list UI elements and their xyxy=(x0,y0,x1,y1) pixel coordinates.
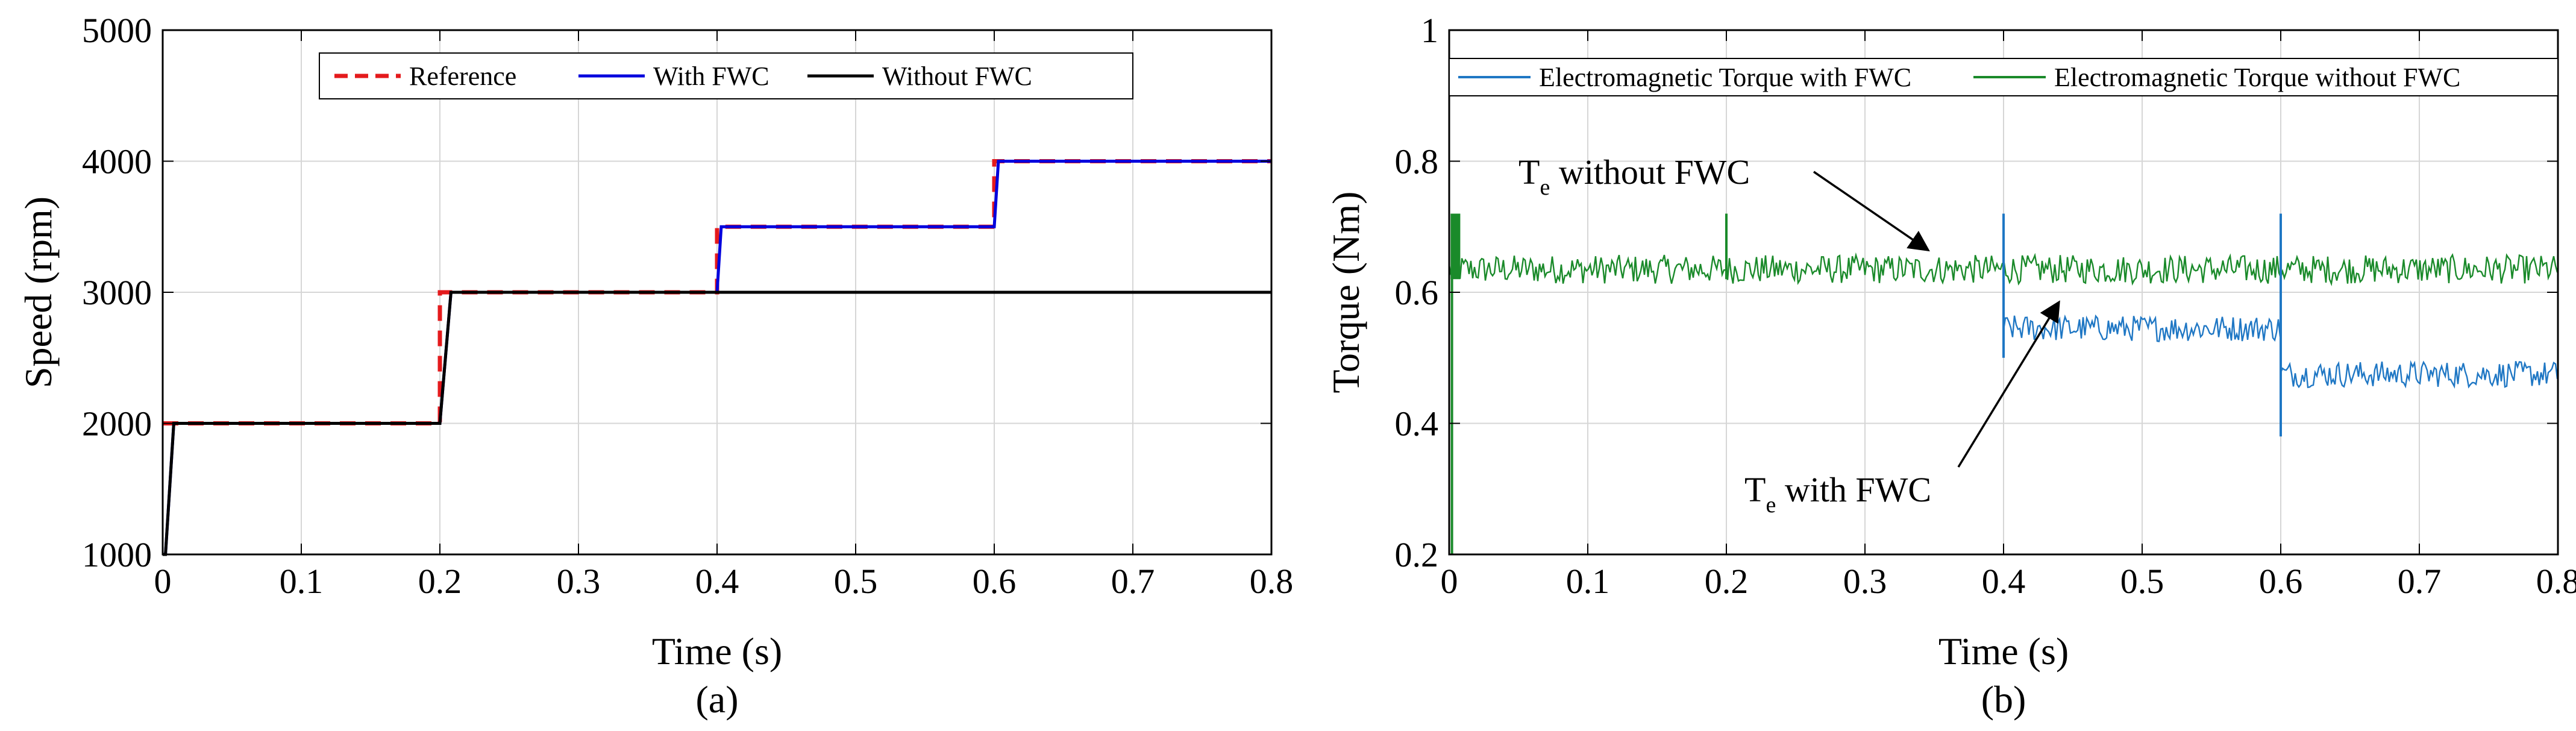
annotation-te-with-fwc: Te with FWC xyxy=(1744,470,1931,518)
y-tick-label: 1 xyxy=(1421,11,1438,50)
annotations-b: Te without FWC Te with FWC xyxy=(1518,152,2060,518)
legend-label: Reference xyxy=(409,61,516,91)
grid-b xyxy=(1449,30,2558,554)
legend-label: Without FWC xyxy=(882,61,1032,91)
x-tick-label: 0.6 xyxy=(973,562,1017,601)
x-tick-label: 0.3 xyxy=(1843,562,1887,601)
x-tick-label: 0.7 xyxy=(1111,562,1155,601)
ticks-b: 0 0.1 0.2 0.3 0.4 0.5 0.6 0.7 0.8 0.2 0.4 0.6 0.8 1 xyxy=(1395,11,2576,601)
y-tick-label: 0.2 xyxy=(1395,535,1439,574)
x-tick-label: 0.3 xyxy=(557,562,601,601)
legend-b: Electromagnetic Torque with FWC Electroma… xyxy=(1449,58,2559,96)
legend-box-a xyxy=(319,52,1133,99)
y-axis-title-a: Speed (rpm) xyxy=(17,196,60,388)
legend-label: Electromagnetic Torque without FWC xyxy=(2054,63,2460,92)
legend-a: Reference With FWC Without FWC xyxy=(319,52,1133,99)
caption-b: (b) xyxy=(1981,678,2026,721)
x-tick-label: 0.2 xyxy=(418,562,462,601)
x-tick-label: 0.8 xyxy=(1250,562,1294,601)
x-tick-label: 0.5 xyxy=(834,562,878,601)
y-tick-label: 4000 xyxy=(82,142,152,181)
annotation-te-without-fwc: Te without FWC xyxy=(1518,152,1750,200)
x-tick-label: 0 xyxy=(1441,562,1458,601)
y-tick-label: 0.8 xyxy=(1395,142,1439,181)
annotation-arrow-with-fwc xyxy=(1957,300,2060,468)
y-tick-label: 0.4 xyxy=(1395,404,1439,444)
panel-a-speed-chart: 0 0.1 0.2 0.3 0.4 0.5 0.6 0.7 0.8 1000 2000 3000 400… xyxy=(17,11,1293,721)
x-tick-label: 0.7 xyxy=(2398,562,2442,601)
y-tick-label: 1000 xyxy=(82,535,152,574)
x-tick-label: 0.4 xyxy=(695,562,739,601)
legend-label: Electromagnetic Torque with FWC xyxy=(1539,63,1911,92)
x-axis-title-a: Time (s) xyxy=(652,630,782,673)
x-tick-label: 0.2 xyxy=(1705,562,1749,601)
series-torque-with-fwc xyxy=(2002,314,2281,342)
x-tick-label: 0.6 xyxy=(2259,562,2303,601)
legend-label: With FWC xyxy=(653,61,769,91)
series-b xyxy=(1448,213,2559,554)
x-tick-label: 0.4 xyxy=(1982,562,2026,601)
y-tick-label: 2000 xyxy=(82,404,152,444)
x-tick-label: 0.8 xyxy=(2536,562,2576,601)
y-tick-label: 3000 xyxy=(82,273,152,312)
x-axis-title-b: Time (s) xyxy=(1938,630,2069,673)
y-tick-label: 0.6 xyxy=(1395,273,1439,312)
panel-b-torque-chart: 0 0.1 0.2 0.3 0.4 0.5 0.6 0.7 0.8 0.2 0.4 0.6 0.8 1 T… xyxy=(1324,11,2576,721)
series-line-reference xyxy=(163,159,1271,425)
x-tick-label: 0 xyxy=(154,562,172,601)
y-tick-label: 5000 xyxy=(82,11,152,50)
x-tick-label: 0.1 xyxy=(1566,562,1610,601)
x-tick-label: 0.5 xyxy=(2120,562,2164,601)
y-axis-title-b: Torque (Nm) xyxy=(1324,192,1367,394)
ticks-a: 0 0.1 0.2 0.3 0.4 0.5 0.6 0.7 0.8 1000 2000 3000 400… xyxy=(82,11,1293,601)
series-torque-with-fwc xyxy=(2280,360,2559,389)
caption-a: (a) xyxy=(695,678,738,721)
annotation-arrow-without-fwc xyxy=(1813,171,1930,252)
x-tick-label: 0.1 xyxy=(280,562,324,601)
